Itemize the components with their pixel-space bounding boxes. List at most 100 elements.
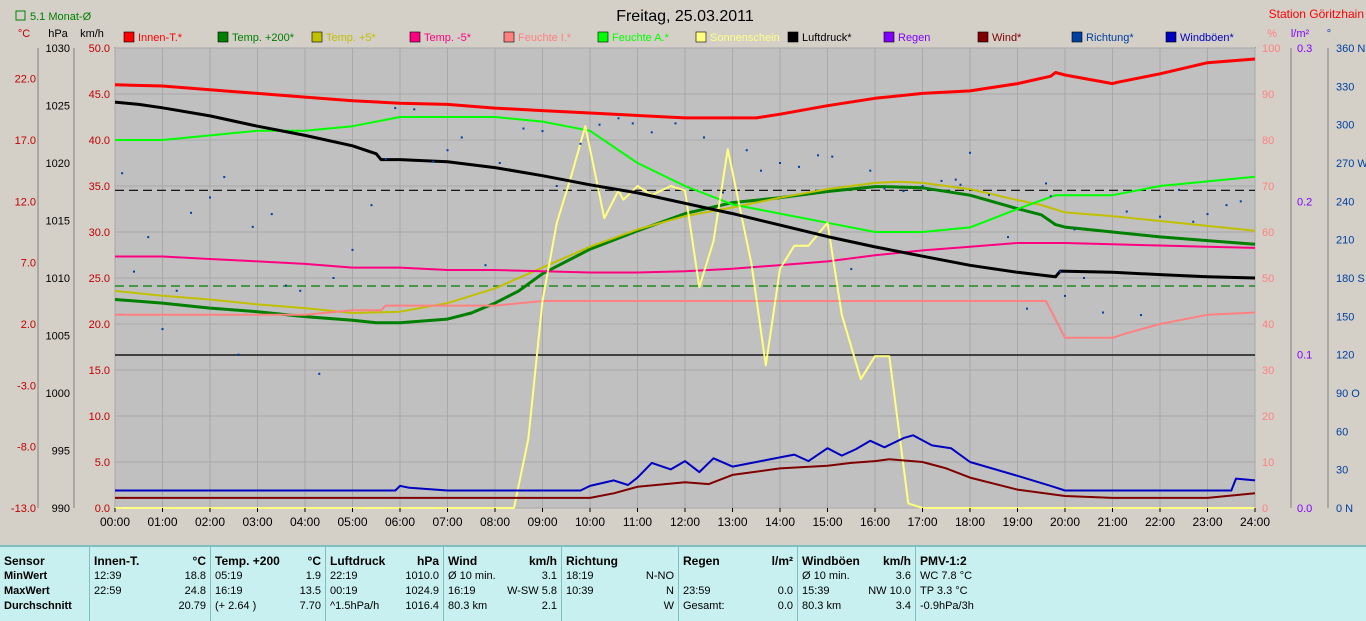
direction-tick-label: 60 [1336, 426, 1348, 438]
stats-row: MinWert [4, 569, 85, 584]
stats-row: Ø 10 min. 3.6 [802, 569, 911, 584]
stats-unit: hPa [416, 554, 439, 568]
stats-value: NW 10.0 [868, 585, 911, 597]
percent-tick-label: 90 [1262, 89, 1274, 101]
stats-row: 18:19 N-NO [566, 569, 674, 584]
direction-point [722, 191, 724, 194]
stats-cell: Ø 10 min. [448, 570, 496, 582]
percent-tick-label: 100 [1262, 43, 1280, 55]
direction-point [959, 183, 962, 186]
stats-row: W [566, 599, 674, 614]
series-line [115, 434, 1256, 492]
direction-point [223, 176, 226, 179]
direction-point [817, 154, 819, 157]
percent-tick-label: 10 [1262, 457, 1274, 469]
direction-point [285, 284, 287, 287]
stats-value: W-SW 5.8 [507, 585, 557, 597]
x-tick-label: 07:00 [432, 515, 462, 529]
series-line [114, 180, 1256, 314]
stats-row: Durchschnitt [4, 599, 85, 614]
stats-column-header: Regen l/m² [683, 553, 793, 569]
series-line [114, 185, 1256, 325]
x-tick-label: 24:00 [1240, 515, 1270, 529]
series-line [115, 116, 1256, 233]
stats-row: 16:19 W-SW 5.8 [448, 584, 557, 599]
stats-cell: 00:19 [330, 585, 358, 597]
celsius-tick-label: -3.0 [17, 380, 36, 392]
hpa-tick-label: 1015 [46, 216, 70, 228]
stats-column-header: Windböen km/h [802, 553, 911, 569]
stats-title: Sensor [4, 554, 45, 568]
direction-point [1045, 182, 1047, 185]
legend-label: Temp. +200* [232, 32, 295, 44]
stats-title: Richtung [566, 554, 618, 568]
direction-point [1140, 314, 1142, 317]
stats-cell: Durchschnitt [4, 600, 72, 612]
series-line [115, 242, 1256, 274]
stats-cell: Ø 10 min. [802, 570, 850, 582]
direction-point [121, 172, 124, 175]
monthly-average-icon [15, 10, 26, 21]
direction-point [954, 178, 957, 181]
legend-swatch [123, 31, 135, 43]
stats-unit: °C [307, 554, 321, 568]
legend-swatch [977, 31, 989, 43]
direction-point [598, 123, 601, 126]
stats-cell: 80.3 km [802, 600, 842, 612]
stats-column: PMV-1:2 WC 7.8 °C TP 3.3 °C -0.9hPa/3h [915, 547, 1032, 621]
celsius-unit: °C [18, 28, 30, 40]
stats-row: 22:19 1010.0 [330, 569, 439, 584]
direction-point [251, 225, 254, 228]
percent-tick-label: 80 [1262, 135, 1274, 147]
hpa-unit: hPa [48, 28, 68, 40]
stats-value: 7.70 [299, 600, 321, 612]
celsius-tick-label: 12.0 [15, 196, 36, 208]
stats-value: 20.79 [178, 600, 206, 612]
legend-swatch [311, 31, 323, 43]
stats-value: 18.8 [184, 570, 206, 582]
series-line [114, 100, 1256, 280]
direction-point [1125, 210, 1128, 213]
stats-title: Windböen [802, 554, 860, 568]
legend-swatch [883, 31, 895, 43]
x-tick-label: 12:00 [670, 515, 700, 529]
legend-swatch [787, 31, 799, 43]
direction-point [674, 122, 677, 125]
kmh-tick-label: 5.0 [95, 457, 110, 469]
direction-unit: ° [1327, 28, 1331, 40]
stats-value: 3.6 [895, 570, 911, 582]
x-tick-label: 22:00 [1145, 515, 1175, 529]
stats-cell [566, 599, 664, 614]
kmh-unit: km/h [80, 28, 104, 40]
stats-row [683, 569, 793, 584]
direction-point [147, 236, 150, 239]
x-tick-label: 20:00 [1050, 515, 1080, 529]
stats-cell: (+ 2.64 ) [215, 600, 257, 612]
direction-point [498, 162, 501, 164]
direction-point [617, 117, 620, 120]
direction-point [703, 136, 705, 139]
celsius-tick-label: 2.0 [21, 319, 36, 331]
stats-column-header: Luftdruck hPa [330, 553, 439, 569]
direction-point [555, 185, 558, 187]
direction-point [988, 193, 990, 196]
stats-row: TP 3.3 °C [920, 584, 1028, 599]
direction-point [798, 165, 800, 168]
celsius-tick-label: 22.0 [15, 74, 36, 86]
x-tick-label: 19:00 [1002, 515, 1032, 529]
direction-point [779, 162, 781, 164]
direction-point [650, 131, 653, 134]
direction-point [745, 149, 748, 152]
stats-value: 2.1 [541, 600, 557, 612]
direction-point [1083, 277, 1085, 279]
stats-title: PMV-1:2 [920, 554, 967, 568]
stats-cell: 16:19 [448, 585, 476, 597]
direction-point [921, 185, 924, 187]
stats-cell: 15:39 [802, 585, 830, 597]
direction-point [1239, 200, 1242, 203]
rain-tick-label: 0.2 [1297, 196, 1312, 208]
stats-unit: km/h [528, 554, 557, 568]
legend-swatch [695, 31, 707, 43]
x-tick-label: 16:00 [860, 515, 890, 529]
legend-label: Luftdruck* [802, 32, 852, 44]
